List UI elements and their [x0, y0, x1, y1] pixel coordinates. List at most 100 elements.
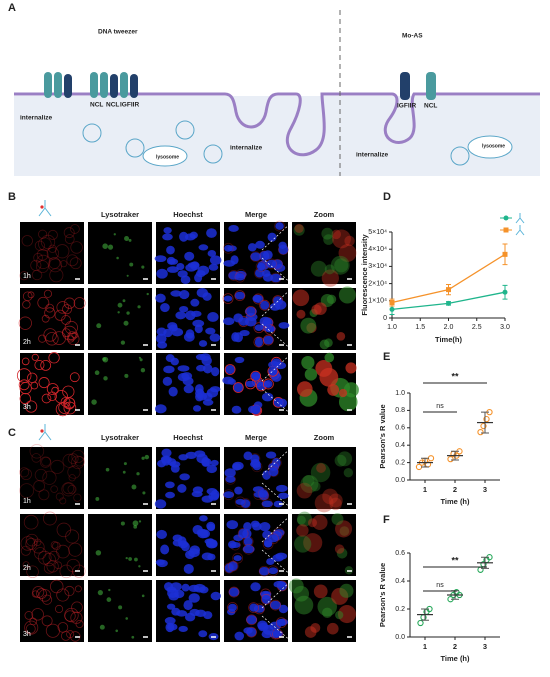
signal — [120, 340, 126, 345]
nucleus — [255, 268, 265, 278]
nucleus — [195, 388, 205, 399]
row-label: 2h — [23, 565, 31, 572]
nucleus — [177, 484, 187, 493]
signal — [120, 521, 125, 526]
nucleus — [185, 550, 195, 560]
signal — [343, 382, 359, 398]
nucleus — [156, 559, 168, 568]
signal — [106, 597, 112, 602]
nucleus — [190, 298, 200, 307]
signal — [338, 286, 356, 304]
nucleus — [267, 367, 279, 376]
y-axis-label: Pearson's R value — [378, 404, 387, 468]
signal — [141, 456, 145, 460]
signal — [323, 234, 334, 245]
signal — [294, 535, 312, 553]
signal — [96, 323, 102, 329]
signal — [62, 453, 77, 468]
nucleus — [238, 528, 248, 539]
nucleus — [231, 405, 242, 414]
signal — [56, 522, 72, 538]
nucleus — [196, 453, 208, 464]
nucleus — [188, 584, 200, 592]
nucleus — [189, 231, 198, 239]
signal — [313, 584, 328, 599]
nucleus — [194, 273, 203, 283]
nucleus — [181, 372, 193, 381]
signal — [36, 254, 51, 269]
nucleus — [257, 620, 268, 630]
nucleus — [250, 371, 261, 381]
signal — [24, 611, 34, 620]
signal — [38, 489, 50, 501]
nucleus — [226, 520, 239, 530]
signal — [36, 588, 47, 599]
signal — [50, 541, 59, 549]
nucleus — [210, 459, 219, 467]
nucleus — [183, 384, 194, 394]
signal — [48, 244, 57, 253]
panel-label: A — [8, 2, 16, 14]
legend-marker — [503, 227, 509, 233]
signal — [43, 289, 53, 298]
nucleus — [207, 553, 216, 561]
signal — [334, 454, 347, 467]
signal — [55, 244, 70, 259]
signal — [61, 482, 76, 497]
signal — [36, 260, 49, 274]
signal — [322, 607, 333, 618]
nucleus — [166, 245, 175, 255]
signal — [34, 468, 48, 482]
signal — [102, 243, 108, 249]
signal — [55, 492, 64, 501]
signal — [245, 305, 257, 317]
nucleus — [155, 293, 166, 303]
signal — [124, 236, 130, 241]
signal — [326, 622, 339, 635]
nucleus — [250, 252, 262, 261]
x-tick-label: 2 — [453, 642, 457, 651]
nucleus — [166, 266, 179, 273]
signal — [38, 334, 47, 343]
signal — [54, 561, 63, 570]
nucleus — [223, 317, 235, 326]
signal — [234, 496, 246, 508]
signal — [334, 544, 345, 554]
panel-label: B — [8, 191, 16, 203]
signal — [259, 299, 271, 311]
signal — [311, 304, 322, 315]
signal — [267, 565, 279, 577]
y-tick-label: 0.6 — [395, 425, 405, 432]
signal — [18, 379, 30, 391]
nucleus — [202, 399, 214, 406]
signal — [345, 362, 357, 374]
nucleus — [243, 627, 253, 634]
signal — [57, 622, 69, 633]
zoom-guide — [261, 388, 293, 416]
signal — [335, 520, 353, 538]
micrograph — [20, 222, 84, 284]
nucleus — [198, 244, 209, 251]
signal — [42, 511, 57, 526]
nucleus — [205, 539, 218, 549]
nucleus — [164, 616, 176, 625]
column-header: Zoom — [314, 210, 335, 219]
signal — [126, 311, 130, 315]
nucleus — [168, 386, 178, 397]
signal — [67, 331, 77, 341]
signal — [30, 259, 42, 271]
signal — [37, 550, 52, 565]
nucleus — [273, 580, 286, 588]
x-tick-label: 2.0 — [444, 324, 454, 331]
signal — [338, 244, 357, 262]
signal — [69, 631, 81, 642]
signal — [67, 453, 79, 464]
nucleus — [249, 603, 258, 612]
legend-icon — [515, 225, 525, 236]
nucleus — [208, 492, 220, 501]
signal — [243, 543, 255, 555]
signal — [74, 456, 85, 467]
nucleus — [250, 460, 261, 468]
nucleus — [209, 255, 222, 265]
signal — [122, 299, 126, 303]
